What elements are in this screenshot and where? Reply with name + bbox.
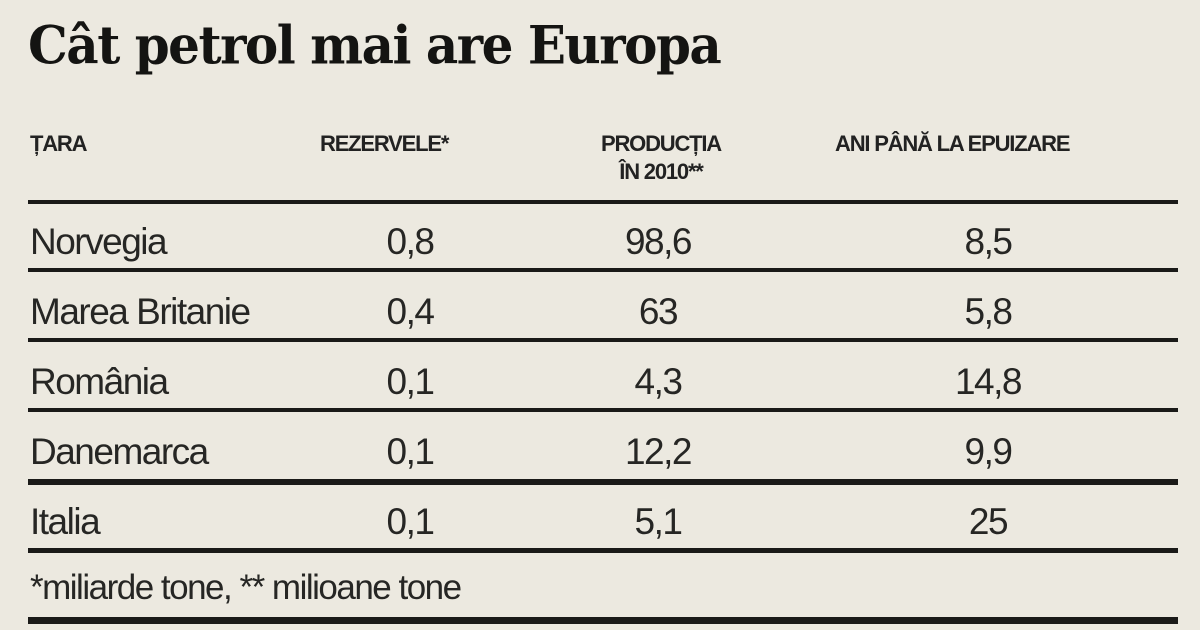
cell-country: Norvegia <box>30 221 168 262</box>
header-rule <box>28 200 1178 204</box>
footnote: *miliarde tone, ** milioane tone <box>30 568 462 607</box>
row-divider <box>28 338 1178 342</box>
cell-years: 5,8 <box>964 291 1013 332</box>
cell-country: Danemarca <box>30 431 209 472</box>
cell-production: 63 <box>638 291 679 332</box>
cell-production: 12,2 <box>624 431 693 472</box>
cell-years: 25 <box>968 501 1009 542</box>
header-country: ȚARA <box>30 131 88 156</box>
cell-reserves: 0,4 <box>386 291 435 332</box>
cell-country: Italia <box>30 501 101 542</box>
cell-production: 5,1 <box>634 501 683 542</box>
cell-years: 14,8 <box>954 361 1023 402</box>
cell-reserves: 0,8 <box>386 221 435 262</box>
page-title: Cât petrol mai are Europa <box>28 14 722 76</box>
cell-reserves: 0,1 <box>386 431 435 472</box>
header-production: PRODUCȚIA ÎN 2010** <box>578 130 744 186</box>
cell-years: 9,9 <box>964 431 1013 472</box>
cell-production: 98,6 <box>624 221 693 262</box>
cell-country: Marea Britanie <box>30 291 251 332</box>
cell-years: 8,5 <box>964 221 1013 262</box>
header-years: ANI PÂNĂ LA EPUIZARE <box>835 131 1071 156</box>
header-reserves: REZERVELE* <box>320 131 449 156</box>
row-divider <box>28 408 1178 412</box>
header-production-line1: PRODUCȚIA <box>601 131 722 156</box>
cell-production: 4,3 <box>634 361 683 402</box>
row-divider <box>28 268 1178 272</box>
header-production-line2: ÎN 2010** <box>619 159 704 184</box>
row-divider <box>28 548 1178 553</box>
row-divider <box>28 479 1178 485</box>
cell-reserves: 0,1 <box>386 501 435 542</box>
cell-country: România <box>30 361 169 402</box>
cell-reserves: 0,1 <box>386 361 435 402</box>
bottom-rule <box>28 617 1178 624</box>
